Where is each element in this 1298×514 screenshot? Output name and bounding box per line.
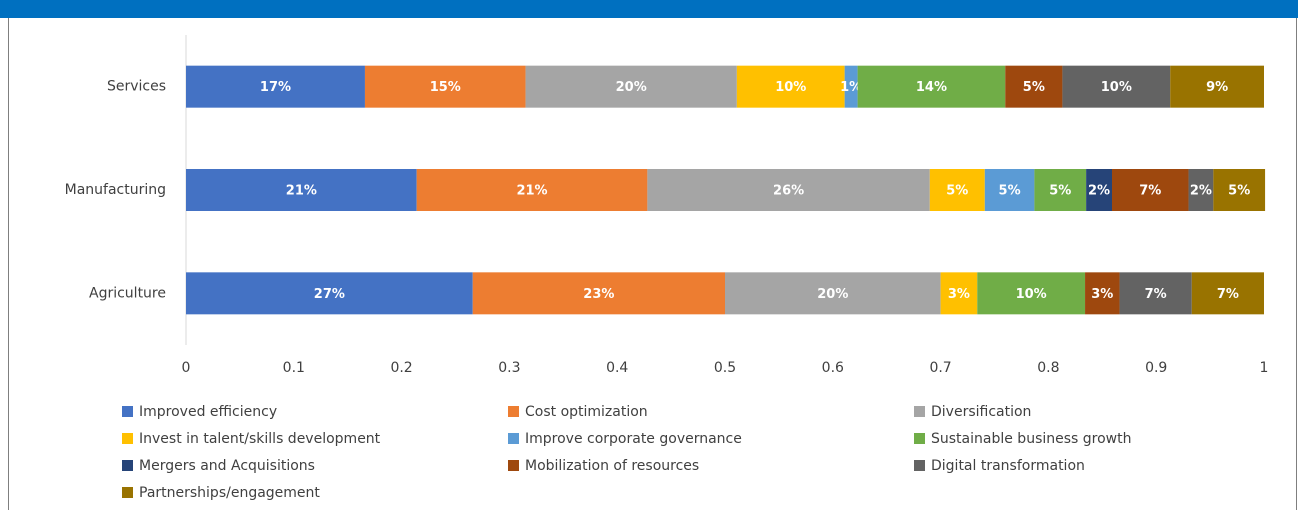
bar-segment [186,272,473,315]
value-label: 5% [946,184,968,199]
legend-swatch [122,460,133,471]
bar-segment [1086,169,1113,211]
value-label: 14% [916,80,947,95]
legend-label: Cost optimization [525,404,648,420]
bar-segment [1112,169,1189,211]
value-label: 20% [817,287,848,302]
legend-label: Diversification [931,404,1031,420]
x-tick-label: 1 [1260,360,1269,376]
legend-swatch [122,406,133,417]
legend-label: Digital transformation [931,458,1085,474]
value-label: 7% [1145,287,1167,302]
y-tick-label: Services [107,79,166,95]
legend-label: Improved efficiency [139,404,277,420]
x-tick-label: 0.3 [498,360,520,376]
legend-label: Invest in talent/skills development [139,431,381,447]
value-label: 3% [1091,287,1113,302]
bar-segment [364,65,526,108]
bar-segment [647,169,930,211]
legend-swatch [508,460,519,471]
value-label: 2% [1190,184,1212,199]
legend-label: Mobilization of resources [525,458,699,474]
x-tick-label: 0.8 [1037,360,1059,376]
value-label: 5% [999,184,1021,199]
value-label: 23% [583,287,614,302]
legend-swatch [914,460,925,471]
bar-segment [1062,65,1171,108]
value-label: 7% [1217,287,1239,302]
legend-swatch [508,406,519,417]
legend-swatch [122,433,133,444]
value-label: 26% [773,184,804,199]
bar-segment [525,65,737,108]
x-tick-label: 0.1 [283,360,305,376]
bar-segment [1034,169,1087,211]
legend-label: Sustainable business growth [931,431,1131,447]
value-label: 20% [616,80,647,95]
bar-segment [1191,272,1264,315]
value-label: 5% [1049,184,1071,199]
value-label: 10% [1101,80,1132,95]
bar-segment [1213,169,1266,211]
bar-segment [1085,272,1120,315]
legend-label: Partnerships/engagement [139,485,320,501]
header-bar [0,0,1298,18]
x-tick-label: 0.2 [390,360,412,376]
bar-segment [977,272,1086,315]
value-label: 21% [286,184,317,199]
bar-segment [1119,272,1192,315]
bar-segment [929,169,985,211]
bar-segment [844,65,858,108]
value-label: 1% [840,80,862,95]
legend-swatch [914,406,925,417]
x-tick-label: 0.9 [1145,360,1167,376]
value-label: 5% [1023,80,1045,95]
value-label: 2% [1088,184,1110,199]
x-tick-label: 0.7 [929,360,951,376]
x-tick-label: 0.4 [606,360,628,376]
bar-segment [1170,65,1264,108]
bar-segment [186,65,365,108]
bar-segment [857,65,1006,108]
bar-segment [186,169,417,211]
legend-swatch [914,433,925,444]
value-label: 7% [1139,184,1161,199]
x-tick-label: 0.5 [714,360,736,376]
x-tick-label: 0 [182,360,191,376]
bar-segment [472,272,725,315]
value-label: 10% [775,80,806,95]
bar-segment [984,169,1035,211]
value-label: 21% [516,184,547,199]
legend-label: Improve corporate governance [525,431,742,447]
value-label: 9% [1206,80,1228,95]
legend-swatch [122,487,133,498]
bar-segment [1188,169,1214,211]
value-label: 3% [948,287,970,302]
value-label: 17% [260,80,291,95]
bar-segment [940,272,978,315]
x-tick-label: 0.6 [822,360,844,376]
y-tick-label: Agriculture [89,285,166,301]
value-label: 10% [1016,287,1047,302]
value-label: 15% [430,80,461,95]
value-label: 5% [1228,184,1250,199]
value-label: 27% [314,287,345,302]
legend-swatch [508,433,519,444]
y-tick-label: Manufacturing [65,182,166,198]
bar-segment [1005,65,1063,108]
bar-segment [736,65,845,108]
bar-segment [725,272,941,315]
bar-segment [416,169,648,211]
legend-label: Mergers and Acquisitions [139,458,315,474]
